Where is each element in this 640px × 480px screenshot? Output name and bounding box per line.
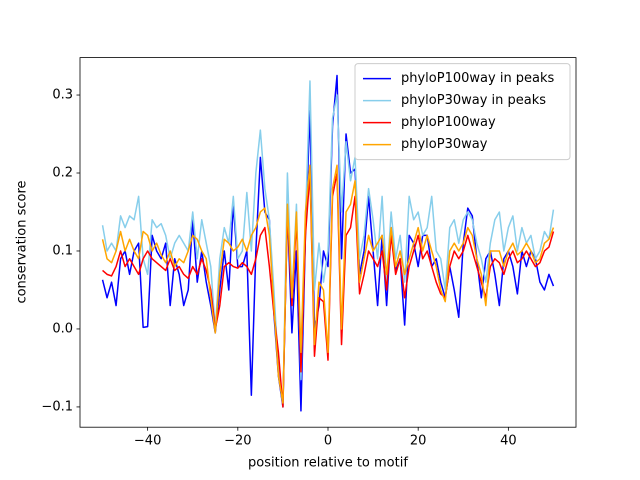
- y-tick-label: 0.1: [52, 243, 73, 258]
- x-tick-label: 0: [324, 434, 332, 449]
- legend-label: phyloP100way in peaks: [401, 71, 555, 86]
- legend-label: phyloP30way in peaks: [401, 93, 546, 108]
- x-tick-label: 20: [410, 434, 427, 449]
- series-line: [101, 164, 555, 404]
- series-line: [102, 172, 555, 408]
- legend-label: phyloP30way: [401, 137, 488, 152]
- legend-box: [354, 63, 571, 161]
- y-tick-label: 0.2: [52, 166, 73, 181]
- legend-label: phyloP100way: [401, 115, 496, 130]
- x-tick-label: −40: [134, 434, 161, 449]
- y-tick-label: 0.0: [52, 321, 73, 336]
- x-axis-label: position relative to motif: [248, 456, 408, 471]
- x-tick-label: 40: [500, 434, 517, 449]
- x-tick-label: −20: [224, 434, 251, 449]
- axes-frame: [79, 57, 577, 428]
- y-tick-label: 0.3: [52, 88, 73, 103]
- y-axis-label: conservation score: [15, 180, 30, 303]
- y-tick-label: −0.1: [41, 399, 73, 414]
- series-line: [101, 80, 555, 408]
